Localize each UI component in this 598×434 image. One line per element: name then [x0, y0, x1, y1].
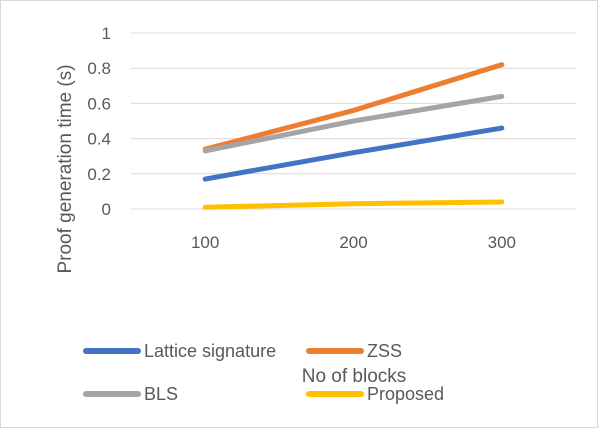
legend-label: Proposed: [367, 384, 444, 404]
y-axis-label: Proof generation time (s): [55, 64, 76, 273]
legend-label: BLS: [144, 384, 178, 404]
legend-label: Lattice signature: [144, 341, 276, 361]
y-tick-label: 0.4: [87, 130, 111, 149]
y-tick-labels: 0 0.2 0.4 0.6 0.8 1: [87, 24, 111, 219]
y-tick-label: 0: [102, 200, 111, 219]
y-tick-label: 0.2: [87, 165, 111, 184]
x-tick-label: 100: [191, 233, 219, 252]
series-line-3: [205, 202, 502, 207]
series-lines: [205, 65, 502, 208]
x-tick-labels: 100 200 300: [191, 233, 516, 252]
x-tick-label: 300: [488, 233, 516, 252]
legend-label: ZSS: [367, 341, 402, 361]
series-line-2: [205, 96, 502, 151]
y-tick-label: 0.6: [87, 94, 111, 113]
y-tick-label: 0.8: [87, 59, 111, 78]
x-tick-label: 200: [339, 233, 367, 252]
y-tick-label: 1: [102, 24, 111, 43]
